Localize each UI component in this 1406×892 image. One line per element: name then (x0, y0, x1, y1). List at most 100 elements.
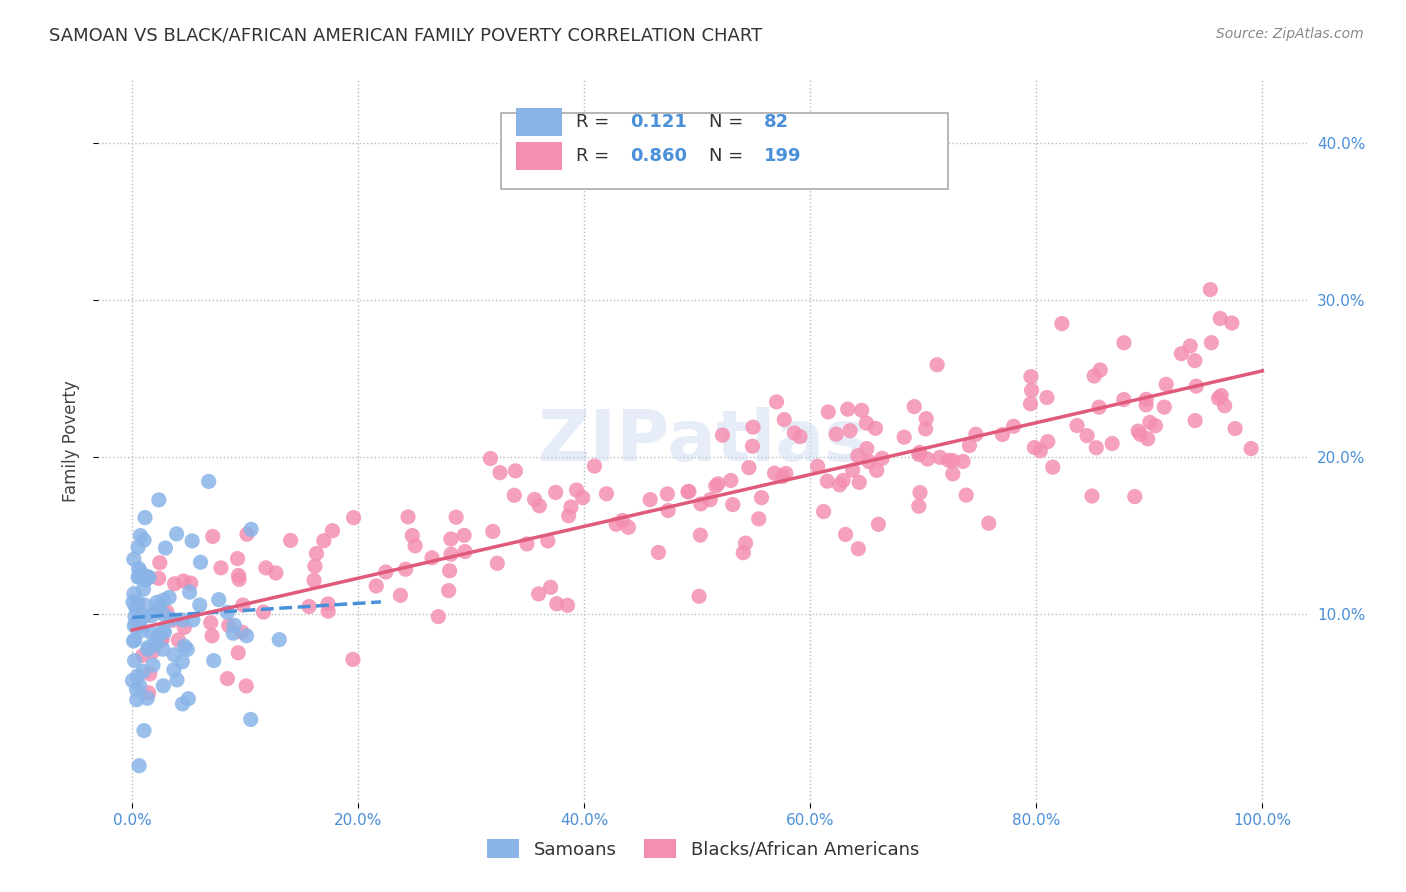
Point (132, 665, 155, 679)
Point (868, 517, 890, 532)
Point (181, 533, 204, 548)
Point (305, 547, 328, 561)
Point (1129, 427, 1152, 442)
Point (298, 599, 321, 614)
Point (1036, 434, 1059, 449)
Point (163, 663, 186, 677)
Point (228, 568, 250, 582)
Point (605, 517, 627, 532)
Point (928, 450, 950, 465)
Point (128, 564, 150, 578)
Point (908, 447, 931, 461)
Point (235, 679, 257, 693)
Point (711, 428, 734, 442)
Text: N =: N = (709, 147, 749, 165)
Point (523, 492, 546, 507)
Point (825, 427, 848, 442)
Point (132, 648, 155, 663)
Point (612, 513, 634, 527)
Point (657, 487, 679, 501)
Point (124, 619, 146, 633)
Point (955, 488, 977, 502)
Point (146, 595, 169, 609)
Point (738, 460, 761, 475)
Point (1021, 384, 1043, 398)
Point (440, 547, 463, 561)
Point (1135, 392, 1157, 407)
Point (704, 479, 727, 493)
Point (252, 605, 274, 619)
Point (617, 520, 640, 534)
Point (146, 604, 169, 618)
Text: R =: R = (576, 113, 614, 131)
Point (132, 723, 155, 738)
Point (148, 492, 170, 507)
Point (1185, 379, 1208, 393)
Point (172, 655, 194, 669)
Point (828, 478, 851, 492)
Point (1123, 490, 1146, 504)
Point (125, 692, 148, 706)
Point (454, 544, 477, 558)
Point (201, 529, 224, 543)
Text: N =: N = (709, 113, 749, 131)
Point (444, 510, 467, 524)
Point (127, 595, 149, 609)
Point (1154, 377, 1177, 392)
Point (1184, 353, 1206, 368)
Point (846, 541, 869, 556)
Point (914, 422, 936, 436)
Point (124, 609, 146, 624)
Point (231, 625, 253, 640)
Point (217, 605, 239, 619)
Point (316, 604, 339, 618)
Point (122, 634, 145, 648)
Point (176, 642, 198, 657)
Point (942, 467, 965, 481)
Text: 82: 82 (763, 113, 789, 131)
Point (773, 412, 796, 426)
Point (1088, 400, 1111, 414)
Point (179, 585, 201, 599)
Point (720, 474, 742, 488)
Text: SAMOAN VS BLACK/AFRICAN AMERICAN FAMILY POVERTY CORRELATION CHART: SAMOAN VS BLACK/AFRICAN AMERICAN FAMILY … (49, 27, 762, 45)
Point (1066, 418, 1088, 433)
Point (1136, 432, 1159, 446)
Point (1042, 460, 1064, 475)
Point (977, 516, 1000, 531)
Point (1220, 316, 1243, 330)
Legend: Samoans, Blacks/African Americans: Samoans, Blacks/African Americans (479, 832, 927, 866)
Point (181, 613, 204, 627)
Point (751, 491, 773, 505)
Point (136, 691, 159, 706)
Point (565, 483, 588, 497)
Point (742, 420, 765, 434)
Point (865, 421, 887, 435)
Point (1211, 388, 1233, 402)
Point (1180, 339, 1202, 353)
Point (152, 642, 174, 657)
Point (218, 618, 240, 632)
Point (657, 503, 679, 517)
Point (128, 619, 150, 633)
Point (907, 500, 929, 514)
Point (155, 541, 177, 555)
Point (1170, 347, 1192, 361)
Text: 0.121: 0.121 (630, 113, 688, 131)
Point (855, 416, 877, 430)
Point (163, 576, 186, 591)
Point (846, 449, 869, 463)
Point (733, 546, 755, 560)
Point (222, 626, 245, 640)
Point (156, 605, 179, 619)
Point (160, 612, 183, 626)
Point (240, 522, 263, 536)
Point (153, 607, 176, 622)
Point (254, 561, 277, 575)
Point (938, 453, 960, 467)
Point (132, 533, 155, 548)
Point (125, 600, 148, 615)
Text: ZIPatlas: ZIPatlas (538, 407, 868, 476)
Point (302, 574, 325, 588)
Point (134, 609, 156, 624)
